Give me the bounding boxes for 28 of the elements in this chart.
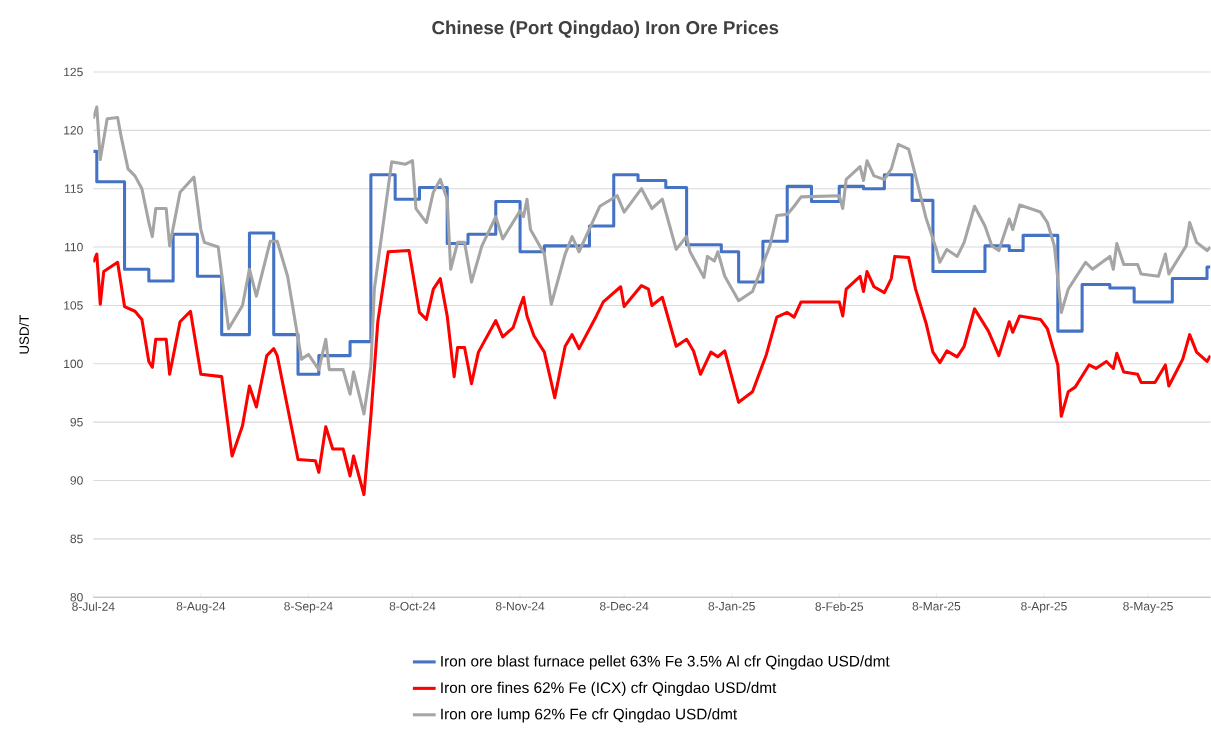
y-axis-title: USD/T [19, 315, 29, 354]
y-tick-label: 120 [64, 126, 83, 135]
x-tick-label: 8-Jul-24 [72, 602, 115, 611]
line-series [93, 249, 1211, 497]
legend-label: Iron ore lump 62% Fe cfr Qingdao USD/dmt [441, 708, 738, 723]
x-tick-label: 8-Nov-24 [495, 602, 545, 611]
x-tick-label: 8-May-25 [1123, 602, 1173, 614]
y-tick-label: 95 [70, 418, 83, 427]
chart-title: Chinese (Port Qingdao) Iron Ore Prices [432, 20, 779, 39]
legend-label: Iron ore blast furnace pellet 63% Fe 3.5% Al cfr Qingdao USD/dmt [441, 655, 890, 670]
y-tick-label: 100 [64, 359, 83, 369]
y-tick-label: 90 [70, 476, 83, 485]
y-tick-label: 110 [65, 243, 83, 252]
y-tick-label: 115 [65, 184, 83, 194]
legend-label: Iron ore fines 62% Fe (ICX) cfr Qingdao USD/dmt [441, 682, 777, 697]
y-tick-label: 125 [64, 67, 83, 77]
x-tick-label: 8-Aug-24 [176, 602, 226, 614]
x-tick-label: 8-Oct-24 [389, 602, 436, 611]
y-tick-label: 105 [64, 301, 83, 310]
x-tick-label: 8-Jan-25 [708, 602, 755, 611]
x-tick-label: 8-Apr-25 [1021, 602, 1067, 614]
x-tick-label: 8-Feb-25 [815, 602, 864, 611]
y-tick-label: 80 [70, 593, 83, 602]
x-tick-label: 8-Sep-24 [284, 602, 333, 614]
x-tick-label: 8-Dec-24 [600, 602, 649, 611]
x-tick-label: 8-Mar-25 [912, 602, 961, 611]
y-tick-label: 85 [70, 534, 83, 544]
line-series [93, 105, 1211, 416]
